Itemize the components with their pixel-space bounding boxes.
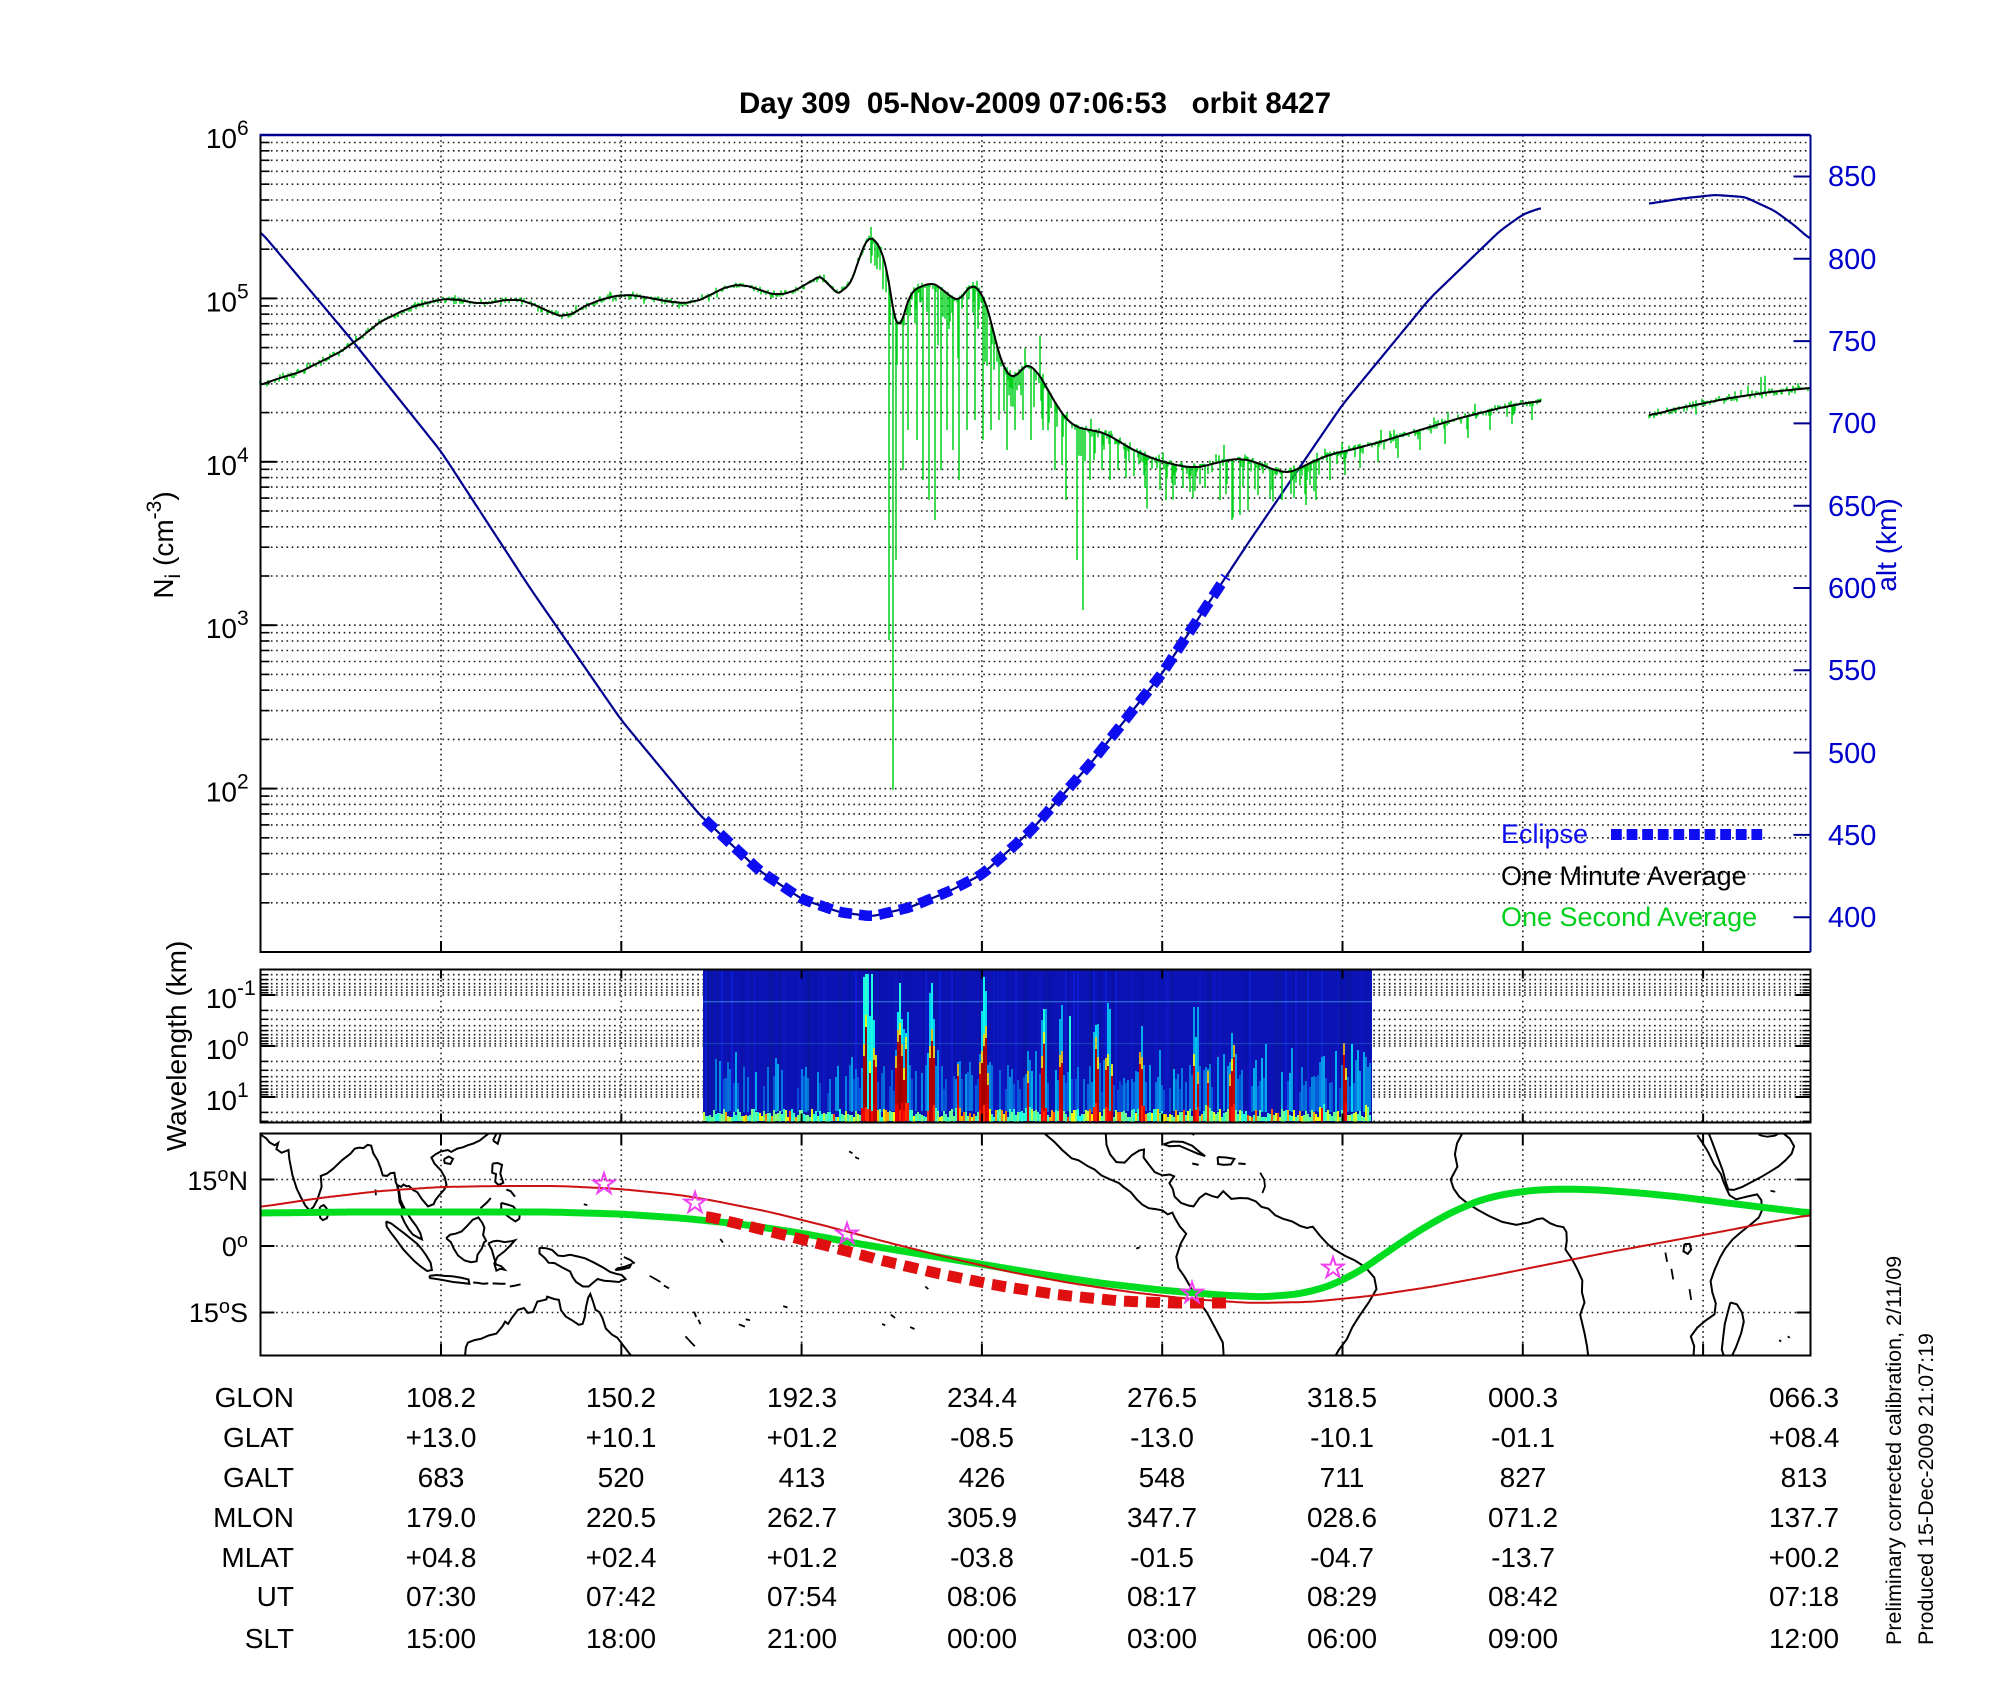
svg-text:2: 2 (237, 771, 249, 794)
svg-text:08:42: 08:42 (1488, 1581, 1558, 1612)
svg-text:Preliminary corrected calibrat: Preliminary corrected calibration, 2/11/… (1882, 1256, 1906, 1645)
svg-text:150.2: 150.2 (586, 1382, 656, 1413)
svg-text:827: 827 (1500, 1462, 1547, 1493)
svg-text:+13.0: +13.0 (406, 1422, 477, 1453)
svg-text:GLON: GLON (215, 1382, 294, 1413)
svg-text:-13.0: -13.0 (1130, 1422, 1194, 1453)
svg-text:07:18: 07:18 (1769, 1581, 1839, 1612)
svg-text:108.2: 108.2 (406, 1382, 476, 1413)
svg-text:234.4: 234.4 (947, 1382, 1017, 1413)
svg-text:400: 400 (1828, 902, 1876, 934)
svg-text:GLAT: GLAT (223, 1422, 294, 1453)
svg-text:347.7: 347.7 (1127, 1502, 1197, 1533)
svg-text:276.5: 276.5 (1127, 1382, 1197, 1413)
svg-text:305.9: 305.9 (947, 1502, 1017, 1533)
svg-text:-1: -1 (237, 977, 256, 1000)
svg-text:700: 700 (1828, 408, 1876, 440)
svg-text:+04.8: +04.8 (406, 1542, 477, 1573)
svg-text:500: 500 (1828, 738, 1876, 770)
svg-text:07:42: 07:42 (586, 1581, 656, 1612)
svg-text:3: 3 (237, 607, 249, 630)
svg-text:10: 10 (206, 613, 237, 644)
svg-text:-03.8: -03.8 (950, 1542, 1014, 1573)
svg-text:15oS: 15oS (189, 1296, 248, 1328)
svg-text:683: 683 (418, 1462, 465, 1493)
svg-text:15:00: 15:00 (406, 1623, 476, 1654)
svg-text:850: 850 (1828, 161, 1876, 193)
svg-text:600: 600 (1828, 573, 1876, 605)
svg-text:MLAT: MLAT (221, 1542, 294, 1573)
svg-text:12:00: 12:00 (1769, 1623, 1839, 1654)
svg-text:-01.1: -01.1 (1491, 1422, 1555, 1453)
svg-text:-10.1: -10.1 (1310, 1422, 1374, 1453)
svg-text:-13.7: -13.7 (1491, 1542, 1555, 1573)
svg-text:07:54: 07:54 (767, 1581, 837, 1612)
svg-text:750: 750 (1828, 326, 1876, 358)
svg-text:071.2: 071.2 (1488, 1502, 1558, 1533)
svg-text:413: 413 (779, 1462, 826, 1493)
svg-text:10: 10 (206, 1034, 237, 1065)
svg-text:800: 800 (1828, 244, 1876, 276)
svg-text:+10.1: +10.1 (586, 1422, 657, 1453)
svg-text:4: 4 (237, 444, 249, 467)
svg-text:711: 711 (1320, 1462, 1365, 1493)
svg-text:+01.2: +01.2 (767, 1542, 838, 1573)
svg-text:UT: UT (257, 1581, 294, 1612)
svg-text:5: 5 (237, 280, 249, 303)
svg-text:+00.2: +00.2 (1769, 1542, 1840, 1573)
svg-text:000.3: 000.3 (1488, 1382, 1558, 1413)
svg-text:520: 520 (598, 1462, 645, 1493)
svg-text:07:30: 07:30 (406, 1581, 476, 1612)
svg-text:-08.5: -08.5 (950, 1422, 1014, 1453)
svg-text:MLON: MLON (213, 1502, 294, 1533)
svg-text:One Minute Average: One Minute Average (1501, 861, 1747, 891)
svg-text:6: 6 (237, 117, 249, 140)
svg-text:One Second Average: One Second Average (1501, 902, 1757, 932)
svg-text:0: 0 (237, 1028, 249, 1051)
svg-text:137.7: 137.7 (1769, 1502, 1839, 1533)
svg-text:-01.5: -01.5 (1130, 1542, 1194, 1573)
svg-text:-04.7: -04.7 (1310, 1542, 1374, 1573)
svg-text:SLT: SLT (245, 1623, 294, 1654)
svg-text:09:00: 09:00 (1488, 1623, 1558, 1654)
svg-text:10: 10 (206, 983, 237, 1014)
svg-text:21:00: 21:00 (767, 1623, 837, 1654)
svg-text:18:00: 18:00 (586, 1623, 656, 1654)
svg-text:262.7: 262.7 (767, 1502, 837, 1533)
svg-text:10: 10 (206, 1085, 237, 1116)
svg-text:08:29: 08:29 (1307, 1581, 1377, 1612)
svg-text:550: 550 (1828, 655, 1876, 687)
svg-text:00:00: 00:00 (947, 1623, 1017, 1654)
svg-text:Produced 15-Dec-2009 21:07:19: Produced 15-Dec-2009 21:07:19 (1914, 1333, 1938, 1645)
svg-text:15oN: 15oN (187, 1164, 248, 1196)
svg-text:08:17: 08:17 (1127, 1581, 1197, 1612)
svg-text:192.3: 192.3 (767, 1382, 837, 1413)
svg-text:alt (km): alt (km) (1871, 498, 1902, 591)
svg-text:066.3: 066.3 (1769, 1382, 1839, 1413)
svg-text:10: 10 (206, 123, 237, 154)
svg-text:10: 10 (206, 450, 237, 481)
svg-text:+08.4: +08.4 (1769, 1422, 1840, 1453)
svg-text:Eclipse: Eclipse (1501, 819, 1588, 849)
svg-text:179.0: 179.0 (406, 1502, 476, 1533)
svg-text:813: 813 (1781, 1462, 1828, 1493)
svg-text:Wavelength (km): Wavelength (km) (161, 941, 192, 1152)
svg-text:03:00: 03:00 (1127, 1623, 1197, 1654)
svg-text:Day 309 05-Nov-2009 07:06:53: Day 309 05-Nov-2009 07:06:53 orbit 8427 (739, 87, 1331, 120)
svg-text:548: 548 (1139, 1462, 1186, 1493)
svg-text:+01.2: +01.2 (767, 1422, 838, 1453)
svg-text:318.5: 318.5 (1307, 1382, 1377, 1413)
svg-text:450: 450 (1828, 820, 1876, 852)
svg-text:220.5: 220.5 (586, 1502, 656, 1533)
svg-text:10: 10 (206, 286, 237, 317)
svg-text:10: 10 (206, 777, 237, 808)
svg-text:GALT: GALT (223, 1462, 294, 1493)
svg-text:1: 1 (237, 1079, 249, 1102)
svg-text:028.6: 028.6 (1307, 1502, 1377, 1533)
svg-text:+02.4: +02.4 (586, 1542, 657, 1573)
svg-text:426: 426 (959, 1462, 1006, 1493)
svg-text:06:00: 06:00 (1307, 1623, 1377, 1654)
svg-text:650: 650 (1828, 491, 1876, 523)
svg-text:08:06: 08:06 (947, 1581, 1017, 1612)
